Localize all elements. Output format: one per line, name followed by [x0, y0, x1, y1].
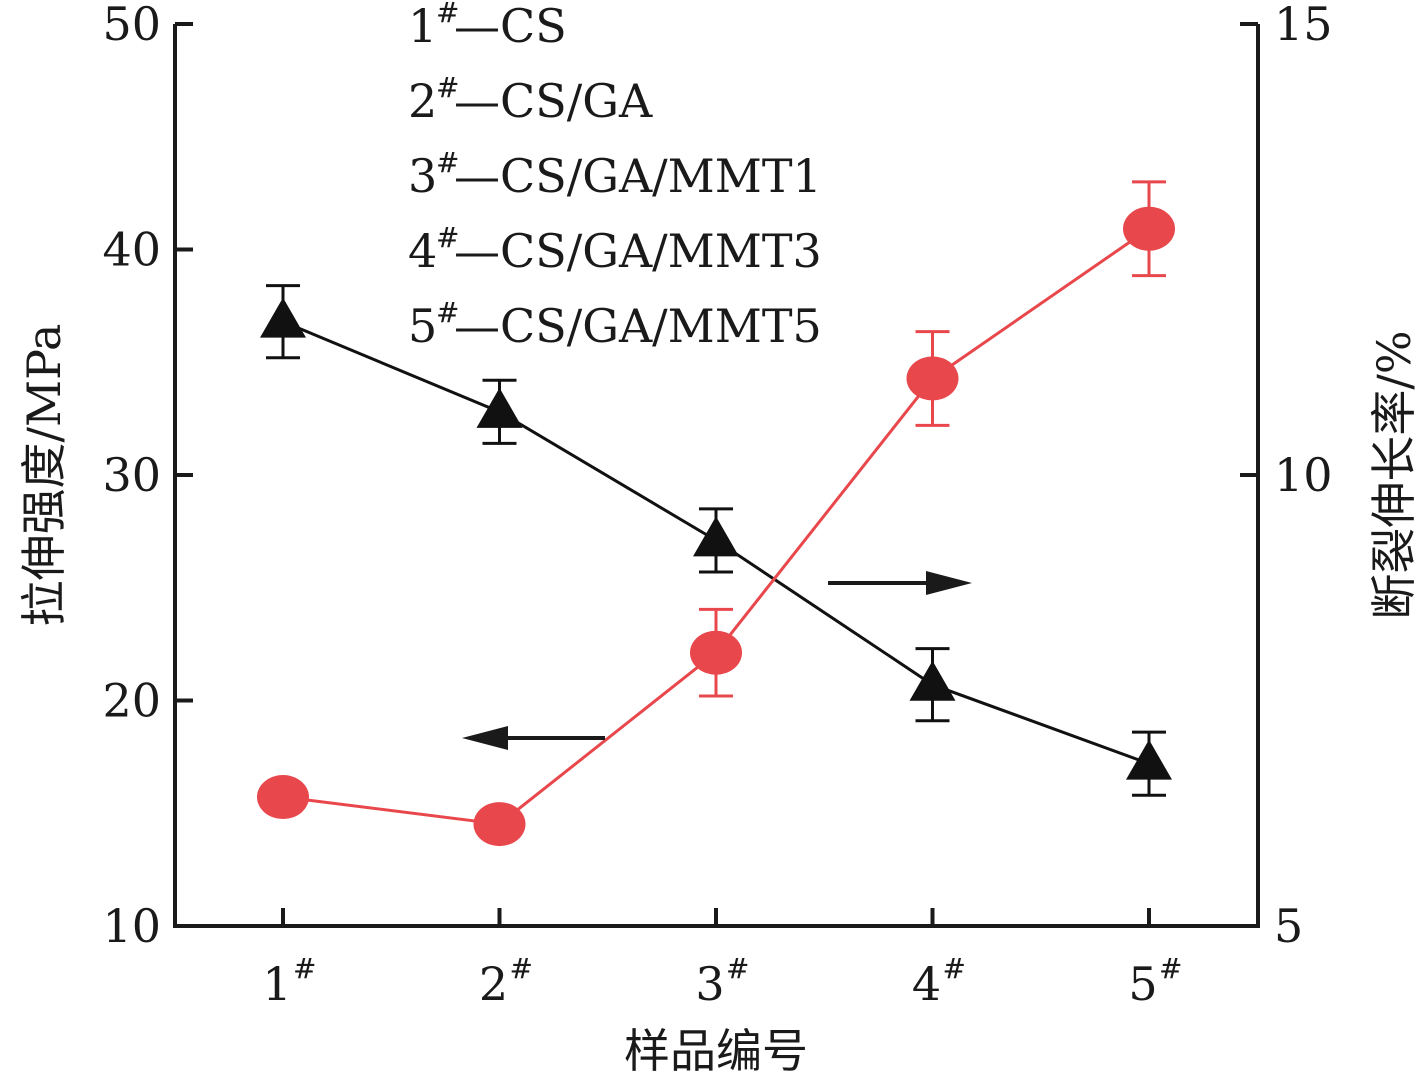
left-tick-label: 50 [102, 0, 161, 51]
x-tick-label: 4 [912, 957, 941, 1011]
legend-item-number: 2 [408, 74, 437, 128]
legend-item-label: —CS [454, 0, 567, 53]
left-tick-label: 20 [102, 674, 161, 728]
legend-item-label: —CS/GA/MMT3 [454, 224, 822, 278]
x-tick-superscript: # [1159, 952, 1182, 985]
left-arrow-head [462, 726, 508, 750]
legend: 1#—CS2#—CS/GA3#—CS/GA/MMT14#—CS/GA/MMT35… [408, 0, 822, 353]
left-tick-label: 10 [102, 899, 161, 953]
series-2 [257, 180, 1175, 847]
data-point [1123, 206, 1175, 251]
data-point [257, 775, 309, 820]
data-point [260, 297, 306, 338]
x-tick-label: 5 [1128, 957, 1157, 1011]
legend-item-superscript: # [436, 296, 459, 329]
x-tick-superscript: # [510, 952, 533, 985]
legend-item-label: —CS/GA/MMT1 [454, 149, 822, 203]
legend-item-number: 1 [408, 0, 437, 53]
legend-item-superscript: # [436, 221, 459, 254]
data-point [693, 516, 739, 557]
legend-item-label: —CS/GA/MMT5 [454, 299, 822, 353]
left-tick-label: 30 [102, 448, 161, 502]
legend-item-number: 5 [408, 299, 437, 353]
left-axis-title: 拉伸强度/MPa [17, 324, 71, 627]
data-point [909, 660, 956, 701]
legend-item-superscript: # [436, 146, 459, 179]
right-tick-label: 5 [1274, 899, 1303, 953]
x-tick-superscript: # [726, 952, 749, 985]
data-point [690, 630, 742, 675]
x-tick-superscript: # [943, 952, 966, 985]
series-layer [257, 180, 1175, 847]
left-tick-label: 40 [102, 223, 161, 277]
x-tick-superscript: # [293, 952, 316, 985]
series-1 [260, 284, 1172, 797]
right-arrow-head [926, 571, 972, 595]
data-point [1126, 739, 1172, 780]
data-point [906, 356, 959, 401]
x-tick-label: 3 [695, 957, 724, 1011]
annotations [462, 571, 972, 750]
legend-item-superscript: # [436, 0, 459, 29]
right-tick-label: 15 [1274, 0, 1333, 51]
x-axis-title: 样品编号 [624, 1024, 808, 1078]
legend-item-number: 4 [408, 224, 437, 278]
data-point [476, 387, 523, 428]
legend-item-superscript: # [436, 71, 459, 104]
legend-item-number: 3 [408, 149, 437, 203]
right-axis-title: 断裂伸长率/% [1367, 330, 1421, 619]
right-tick-label: 10 [1274, 448, 1333, 502]
x-tick-label: 2 [479, 957, 508, 1011]
legend-item-label: —CS/GA [454, 74, 653, 128]
data-point [473, 802, 526, 847]
x-tick-label: 1 [262, 957, 291, 1011]
